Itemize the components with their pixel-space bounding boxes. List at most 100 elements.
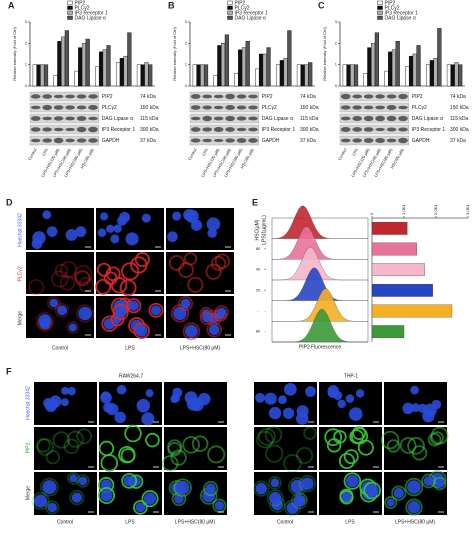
stain bbox=[141, 490, 159, 508]
bar bbox=[192, 64, 197, 87]
blot-band bbox=[53, 105, 64, 110]
column-label: LPS bbox=[345, 519, 355, 525]
bar bbox=[395, 41, 400, 87]
blot-band bbox=[248, 105, 258, 110]
blot-band bbox=[213, 94, 224, 99]
blot-protein: GAPDH bbox=[102, 138, 120, 144]
stain bbox=[36, 438, 54, 456]
bar bbox=[224, 34, 229, 87]
y-tick-label: 3 bbox=[25, 19, 28, 24]
bar bbox=[144, 62, 149, 87]
legend-label: DAG Lipase α bbox=[235, 15, 266, 21]
stain bbox=[349, 429, 364, 445]
nucleus bbox=[337, 399, 346, 409]
bar bbox=[74, 70, 79, 87]
nucleus bbox=[214, 501, 225, 511]
y-tick-label: 0 bbox=[25, 83, 28, 88]
blot-band bbox=[375, 138, 385, 143]
stain bbox=[182, 436, 200, 454]
stain bbox=[31, 492, 50, 511]
blot-band bbox=[248, 127, 258, 132]
nucleus bbox=[68, 323, 77, 332]
stain bbox=[47, 296, 61, 310]
blot-band bbox=[88, 104, 98, 111]
blot-strip bbox=[189, 113, 259, 124]
legend-label: DAG Lipase α bbox=[385, 15, 416, 21]
nucleus bbox=[42, 210, 52, 220]
stain bbox=[399, 437, 417, 454]
nucleus bbox=[116, 384, 127, 395]
nucleus bbox=[407, 480, 421, 494]
stain bbox=[74, 269, 91, 286]
y-tick-label: 3 bbox=[185, 19, 188, 24]
stain bbox=[95, 278, 112, 295]
bar bbox=[346, 64, 351, 87]
blot-band bbox=[190, 116, 201, 121]
nucleus bbox=[125, 232, 139, 246]
stain bbox=[264, 426, 283, 444]
blot-strip bbox=[29, 135, 99, 146]
blot-band bbox=[30, 94, 41, 99]
bar bbox=[196, 64, 201, 87]
stain bbox=[54, 302, 70, 318]
nucleus bbox=[145, 389, 154, 398]
bar bbox=[123, 55, 128, 87]
blot-band bbox=[42, 116, 52, 121]
bar bbox=[78, 47, 83, 87]
row-label: Merge bbox=[25, 486, 31, 500]
group-label: RAW264.7 bbox=[119, 373, 143, 379]
legend-label: PIP2 bbox=[235, 0, 246, 6]
bar bbox=[371, 283, 433, 297]
bar bbox=[241, 47, 247, 87]
nucleus bbox=[65, 228, 78, 241]
nucleus bbox=[186, 397, 201, 411]
stain bbox=[207, 445, 226, 464]
bar bbox=[255, 68, 260, 87]
blot-band bbox=[236, 138, 247, 143]
category-label: LPS bbox=[201, 147, 209, 156]
stain bbox=[45, 500, 60, 515]
blot-protein: IP3 Receptor 1 bbox=[412, 127, 446, 133]
bar bbox=[371, 304, 453, 318]
bar bbox=[371, 325, 405, 339]
blot-band bbox=[53, 116, 64, 121]
stain bbox=[126, 298, 142, 314]
blot-band bbox=[190, 105, 201, 110]
blot-band bbox=[213, 138, 224, 143]
blot-kda: 74 kDa bbox=[300, 94, 316, 100]
column-label: LPS bbox=[125, 345, 135, 351]
stain bbox=[203, 481, 219, 497]
legend-swatch bbox=[377, 15, 383, 20]
histogram bbox=[272, 308, 368, 343]
blot-band bbox=[76, 116, 87, 121]
bar bbox=[36, 64, 41, 87]
histogram bbox=[271, 226, 368, 260]
bar bbox=[53, 75, 58, 87]
stain bbox=[268, 476, 282, 490]
micrograph bbox=[254, 427, 317, 470]
nucleus bbox=[402, 402, 414, 415]
row-hsc: 40 bbox=[256, 267, 261, 272]
bar bbox=[283, 58, 288, 87]
stain bbox=[214, 305, 229, 320]
bar bbox=[98, 51, 104, 87]
group-label: THP-1 bbox=[344, 373, 359, 379]
blot-band bbox=[76, 94, 87, 99]
nucleus bbox=[115, 306, 127, 318]
blot-band bbox=[88, 116, 98, 121]
blot-band bbox=[386, 105, 397, 110]
stain bbox=[284, 499, 301, 517]
nucleus bbox=[78, 476, 88, 486]
stain bbox=[167, 441, 182, 457]
nucleus bbox=[172, 211, 182, 221]
stain bbox=[73, 264, 93, 284]
stain bbox=[121, 472, 138, 489]
bar bbox=[119, 58, 124, 87]
legend-swatch bbox=[377, 10, 383, 15]
bar bbox=[304, 64, 309, 87]
y-tick-label: 1 bbox=[25, 62, 28, 67]
y-tick-label: 2 bbox=[25, 40, 28, 45]
blot-band bbox=[65, 105, 75, 110]
stain bbox=[257, 427, 276, 446]
stain bbox=[303, 426, 317, 440]
